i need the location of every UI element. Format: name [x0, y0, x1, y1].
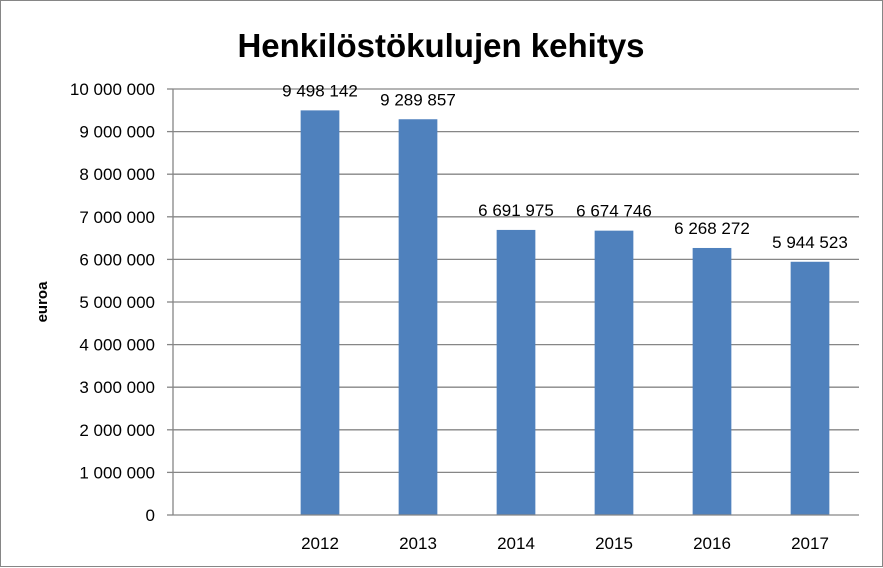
y-tick-label: 6 000 000 [79, 250, 155, 269]
bar-2016 [692, 247, 732, 515]
y-tick-label: 2 000 000 [79, 421, 155, 440]
bars [300, 110, 830, 516]
x-tick-label-2012: 2012 [301, 534, 339, 553]
chart-title: Henkilöstökulujen kehitys [237, 27, 644, 64]
y-tick-label: 0 [146, 506, 155, 525]
x-tick-label-2016: 2016 [693, 534, 731, 553]
bar-2013 [398, 119, 438, 516]
data-label-2015: 6 674 746 [576, 202, 652, 221]
data-label-2012: 9 498 142 [282, 81, 358, 100]
bar-2017 [790, 261, 830, 515]
data-label-2014: 6 691 975 [478, 201, 554, 220]
y-axis-label: euroa [34, 281, 51, 323]
x-tick-label-2017: 2017 [791, 534, 829, 553]
data-label-2017: 5 944 523 [772, 233, 848, 252]
y-tick-label: 1 000 000 [79, 463, 155, 482]
y-tick-label: 3 000 000 [79, 378, 155, 397]
y-tick-label: 9 000 000 [79, 123, 155, 142]
data-label-2016: 6 268 272 [674, 219, 750, 238]
y-tick-label: 5 000 000 [79, 293, 155, 312]
y-tick-label: 7 000 000 [79, 208, 155, 227]
bar-2012 [300, 110, 340, 515]
bar-2014 [496, 229, 536, 515]
y-tick-label: 10 000 000 [70, 80, 155, 99]
axes [172, 89, 859, 516]
data-labels: 9 498 142 9 289 857 6 691 975 6 674 746 6 26… [282, 81, 848, 251]
x-tick-label-2014: 2014 [497, 534, 535, 553]
y-tick-labels: 0 1 000 000 2 000 000 3 000 000 4 000 000 5 0… [70, 80, 155, 525]
x-tick-label-2013: 2013 [399, 534, 437, 553]
x-tick-label-2015: 2015 [595, 534, 633, 553]
bar-2015 [594, 230, 634, 515]
y-tick-label: 4 000 000 [79, 336, 155, 355]
x-tick-labels: 2012 2013 2014 2015 2016 2017 [301, 534, 829, 553]
y-tick-label: 8 000 000 [79, 165, 155, 184]
data-label-2013: 9 289 857 [380, 90, 456, 109]
